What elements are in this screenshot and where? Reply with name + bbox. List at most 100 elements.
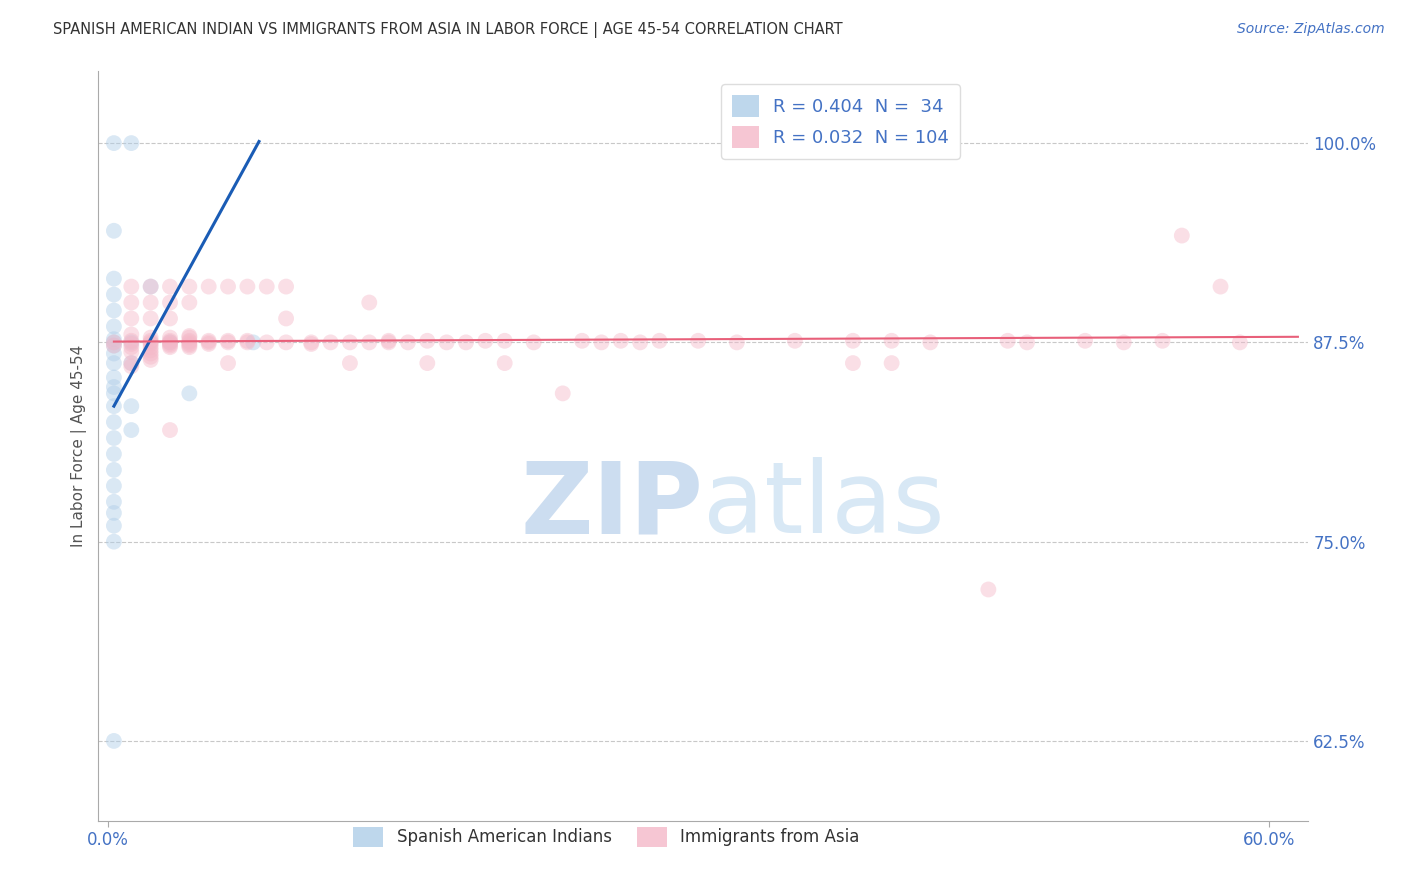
Point <box>139 335 162 350</box>
Point <box>103 399 125 413</box>
Point <box>139 311 162 326</box>
Point <box>159 330 181 344</box>
Point <box>103 338 125 352</box>
Point <box>523 335 546 350</box>
Point <box>236 334 259 348</box>
Point <box>159 335 181 350</box>
Point <box>103 495 125 509</box>
Point <box>319 335 342 350</box>
Point <box>103 380 125 394</box>
Point <box>179 334 201 348</box>
Point <box>103 224 125 238</box>
Point <box>159 311 181 326</box>
Point <box>377 335 399 350</box>
Point <box>842 356 865 370</box>
Point <box>416 334 439 348</box>
Point <box>103 447 125 461</box>
Point <box>591 335 613 350</box>
Point <box>103 335 125 350</box>
Point <box>139 279 162 293</box>
Point <box>1171 228 1194 243</box>
Point <box>103 335 125 350</box>
Point <box>236 279 259 293</box>
Point <box>159 338 181 352</box>
Point <box>299 335 322 350</box>
Point <box>120 136 142 150</box>
Point <box>628 335 651 350</box>
Point <box>179 337 201 351</box>
Point <box>159 337 181 351</box>
Point <box>1209 279 1232 293</box>
Point <box>416 356 439 370</box>
Point <box>120 334 142 348</box>
Point <box>256 335 278 350</box>
Point <box>120 340 142 354</box>
Point <box>120 327 142 342</box>
Point <box>159 295 181 310</box>
Point <box>120 337 142 351</box>
Point <box>359 335 381 350</box>
Point <box>179 335 201 350</box>
Point <box>103 356 125 370</box>
Point <box>120 399 142 413</box>
Point <box>103 534 125 549</box>
Point <box>103 734 125 748</box>
Legend: Spanish American Indians, Immigrants from Asia: Spanish American Indians, Immigrants fro… <box>347 820 866 854</box>
Point <box>256 279 278 293</box>
Point <box>396 335 419 350</box>
Point <box>359 295 381 310</box>
Point <box>179 340 201 354</box>
Point <box>197 334 219 348</box>
Point <box>339 335 361 350</box>
Text: Source: ZipAtlas.com: Source: ZipAtlas.com <box>1237 22 1385 37</box>
Point <box>274 279 297 293</box>
Point <box>436 335 458 350</box>
Point <box>139 337 162 351</box>
Point <box>120 345 142 359</box>
Point <box>571 334 593 348</box>
Point <box>197 279 219 293</box>
Point <box>997 334 1019 348</box>
Point <box>139 334 162 348</box>
Point <box>474 334 496 348</box>
Point <box>880 356 903 370</box>
Point <box>299 337 322 351</box>
Point <box>139 350 162 364</box>
Point <box>842 334 865 348</box>
Point <box>236 335 259 350</box>
Y-axis label: In Labor Force | Age 45-54: In Labor Force | Age 45-54 <box>72 345 87 547</box>
Point <box>120 356 142 370</box>
Point <box>120 279 142 293</box>
Point <box>103 287 125 301</box>
Point <box>103 518 125 533</box>
Point <box>217 356 239 370</box>
Text: atlas: atlas <box>703 458 945 555</box>
Point <box>139 279 162 293</box>
Point <box>688 334 710 348</box>
Point <box>1015 335 1038 350</box>
Point <box>339 356 361 370</box>
Point <box>103 338 125 352</box>
Point <box>120 295 142 310</box>
Point <box>159 335 181 350</box>
Point <box>274 335 297 350</box>
Point <box>103 463 125 477</box>
Point <box>377 334 399 348</box>
Point <box>920 335 942 350</box>
Point <box>179 386 201 401</box>
Point <box>103 346 125 360</box>
Point <box>103 370 125 384</box>
Point <box>494 356 516 370</box>
Point <box>1152 334 1174 348</box>
Point <box>103 303 125 318</box>
Point <box>120 359 142 374</box>
Point <box>120 335 142 350</box>
Point <box>610 334 633 348</box>
Point <box>159 423 181 437</box>
Point <box>159 334 181 348</box>
Point <box>217 334 239 348</box>
Point <box>120 311 142 326</box>
Point <box>139 352 162 367</box>
Point <box>139 343 162 358</box>
Point <box>197 337 219 351</box>
